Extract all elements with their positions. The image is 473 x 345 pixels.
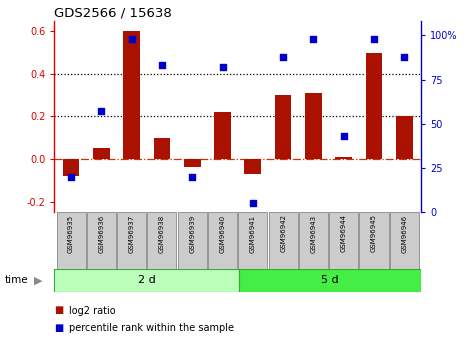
Bar [63,159,79,176]
Bar [239,269,421,292]
Bar [238,212,267,269]
Text: time: time [5,275,28,285]
Bar [93,148,110,159]
Bar [123,31,140,159]
Bar [148,212,176,269]
Bar [154,138,170,159]
Text: ▶: ▶ [34,275,43,285]
Point [401,54,408,59]
Point [340,134,348,139]
Text: GSM96935: GSM96935 [68,215,74,253]
Bar [184,159,201,168]
Text: ■: ■ [54,323,64,333]
Point [280,54,287,59]
Text: GSM96942: GSM96942 [280,215,286,253]
Point [219,65,226,70]
Point [310,36,317,42]
Bar [269,212,298,269]
Point [67,174,75,180]
Point [370,36,378,42]
Text: GSM96940: GSM96940 [219,215,226,253]
Bar [54,269,239,292]
Text: GSM96941: GSM96941 [250,215,256,253]
Text: percentile rank within the sample: percentile rank within the sample [69,323,234,333]
Text: log2 ratio: log2 ratio [69,306,115,315]
Point [158,63,166,68]
Point [97,109,105,114]
Text: ■: ■ [54,306,64,315]
Point [249,200,257,206]
Bar [305,93,322,159]
Bar [335,157,352,159]
Bar [299,212,328,269]
Bar [329,212,358,269]
Text: GSM96938: GSM96938 [159,215,165,253]
Text: GSM96937: GSM96937 [129,215,135,253]
Text: GSM96945: GSM96945 [371,215,377,253]
Bar [245,159,261,174]
Text: GSM96944: GSM96944 [341,215,347,253]
Text: 2 d: 2 d [138,275,156,285]
Text: GSM96936: GSM96936 [98,215,105,253]
Text: 5 d: 5 d [321,275,339,285]
Bar [390,212,419,269]
Bar [214,112,231,159]
Text: GSM96946: GSM96946 [401,215,407,253]
Point [188,174,196,180]
Point [128,36,135,42]
Bar [396,117,412,159]
Bar [87,212,116,269]
Text: GDS2566 / 15638: GDS2566 / 15638 [54,7,172,20]
Bar [178,212,207,269]
Bar [117,212,146,269]
Bar [359,212,388,269]
Text: GSM96939: GSM96939 [189,215,195,253]
Text: GSM96943: GSM96943 [310,215,316,253]
Bar [56,212,86,269]
Bar [275,95,291,159]
Bar [366,53,382,159]
Bar [208,212,237,269]
